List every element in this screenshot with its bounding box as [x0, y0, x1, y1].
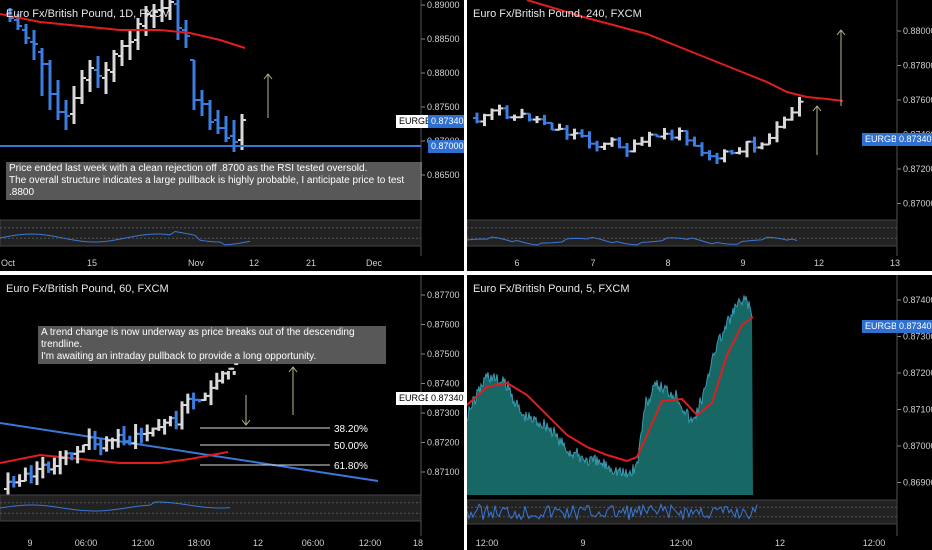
y-axis-tick-label: 0.87500	[427, 102, 460, 112]
y-axis-tick-label: 0.87400	[427, 379, 460, 389]
y-axis-tick-label: 0.88500	[427, 34, 460, 44]
note-line: The overall structure indicates a large …	[9, 175, 405, 198]
last-price-tag: 0.87340	[896, 133, 932, 146]
y-axis-tick-label: 0.87600	[427, 320, 460, 330]
x-axis-tick-label: Dec	[366, 258, 383, 268]
chart-canvas-1d[interactable]: 0.89000 0.88500 0.88000 0.87500 0.87000 0.865…	[0, 0, 464, 271]
x-axis-tick-label: 7	[590, 258, 595, 268]
level-price-tag: 0.87000	[428, 140, 464, 153]
x-axis-tick-label: 12:00	[359, 538, 382, 548]
y-axis-tick-label: 0.87200	[903, 368, 932, 378]
target-arrow-head	[263, 73, 273, 80]
x-axis-tick-label: 9	[740, 258, 745, 268]
x-axis-tick-label: 06:00	[302, 538, 325, 548]
y-axis-tick-label: 0.87200	[427, 438, 460, 448]
target-arrow-head	[812, 105, 822, 112]
price-area-fill	[467, 295, 753, 495]
rsi-line	[467, 236, 798, 246]
rsi-pane	[0, 494, 422, 522]
last-price-tag: 0.87340	[896, 320, 932, 333]
x-axis-tick-label: 12:00	[132, 538, 155, 548]
x-axis-tick-label: 12	[253, 538, 263, 548]
chart-title: Euro Fx/British Pound, 5, FXCM	[473, 283, 630, 295]
x-axis-tick-label: Oct	[1, 258, 16, 268]
x-axis-tick-label: 18:00	[188, 538, 211, 548]
x-axis-tick-label: 15	[87, 258, 97, 268]
rsi-line	[0, 501, 231, 512]
y-axis-tick-label: 0.88000	[903, 26, 932, 36]
y-axis-tick-label: 0.87300	[903, 332, 932, 342]
chart-canvas-60[interactable]: 0.87700 0.87600 0.87500 0.87400 0.87300 0.872…	[0, 275, 464, 550]
x-axis-tick-label: 21	[306, 258, 316, 268]
y-axis-tick-label: 0.89000	[427, 0, 460, 10]
x-axis-tick-label: 9	[580, 538, 585, 548]
price-line	[467, 295, 753, 478]
analysis-note: Price ended last week with a clean rejec…	[6, 162, 422, 200]
chart-panel-240[interactable]: 0.880000.878000.876000.874000.872000.870…	[467, 0, 932, 271]
moving-average-line	[0, 451, 229, 464]
last-price-tag: 0.87340	[428, 392, 464, 405]
rsi-pane	[0, 219, 422, 247]
x-axis-tick-label: 12:00	[863, 538, 886, 548]
chart-panel-60[interactable]: 0.87700 0.87600 0.87500 0.87400 0.87300 0.872…	[0, 275, 464, 550]
chart-panel-1d[interactable]: 0.89000 0.88500 0.88000 0.87500 0.87000 0.865…	[0, 0, 464, 271]
moving-average-line	[0, 13, 246, 49]
pullback-arrow-head	[241, 419, 251, 426]
x-axis-tick-label: 9	[27, 538, 32, 548]
target-arrow-head	[836, 29, 846, 36]
analysis-note: A trend change is now underway as price …	[38, 326, 386, 364]
note-line: A trend change is now underway as price …	[41, 327, 355, 350]
note-line: Price ended last week with a clean rejec…	[9, 163, 368, 174]
x-axis-tick-label: 12:00	[670, 538, 693, 548]
rsi-pane	[467, 499, 898, 525]
moving-average-line	[526, 0, 844, 102]
y-axis-tick-label: 0.86900	[903, 478, 932, 488]
rsi-pane	[467, 219, 898, 247]
chart-title: Euro Fx/British Pound, 240, FXCM	[473, 8, 642, 20]
y-axis-tick-label: 0.87400	[903, 295, 932, 305]
moving-average-line	[467, 316, 754, 463]
x-axis-tick-label: Nov	[188, 258, 205, 268]
x-axis-tick-label: 18	[413, 538, 423, 548]
y-axis-tick-label: 0.87000	[903, 199, 932, 209]
panel-divider-horizontal	[0, 271, 932, 275]
y-axis-tick-label: 0.86500	[427, 170, 460, 180]
target-arrow-head	[288, 366, 298, 373]
last-price-tag: 0.87340	[428, 115, 464, 128]
x-axis-tick-label: 6	[514, 258, 519, 268]
x-axis-tick-label: 13	[890, 258, 900, 268]
panel-divider-vertical	[464, 0, 467, 550]
x-axis-tick-label: 12	[775, 538, 785, 548]
y-axis-tick-label: 0.87300	[427, 408, 460, 418]
x-axis-tick-label: 12:00	[476, 538, 499, 548]
fib-level-label: 50.00%	[334, 441, 368, 452]
y-axis-tick-label: 0.87200	[903, 164, 932, 174]
y-axis-tick-label: 0.87600	[903, 95, 932, 105]
y-axis-tick-label: 0.87100	[427, 467, 460, 477]
x-axis-tick-label: 12	[249, 258, 259, 268]
rsi-line	[0, 230, 251, 246]
symbol-tag: EURGBP	[862, 320, 907, 333]
descending-trendline	[0, 422, 379, 482]
chart-canvas-240[interactable]: 0.880000.878000.876000.874000.872000.870…	[467, 0, 932, 271]
x-axis-tick-label: 12	[814, 258, 824, 268]
symbol-tag: EURGBP	[862, 133, 907, 146]
x-axis-tick-label: 06:00	[75, 538, 98, 548]
y-axis-tick-label: 0.87000	[903, 441, 932, 451]
fib-level-label: 38.20%	[334, 424, 368, 435]
fib-level-label: 61.80%	[334, 461, 368, 472]
y-axis-tick-label: 0.87100	[903, 405, 932, 415]
y-axis-tick-label: 0.87700	[427, 290, 460, 300]
y-axis-tick-label: 0.87500	[427, 349, 460, 359]
chart-panel-5[interactable]: 0.87400 0.87300 0.87200 0.87100 0.87000 0.869…	[467, 275, 932, 550]
x-axis-tick-label: 8	[665, 258, 670, 268]
y-axis-tick-label: 0.88000	[427, 68, 460, 78]
note-line: I'm awaiting an intraday pullback to pro…	[41, 351, 317, 362]
chart-canvas-5[interactable]: 0.87400 0.87300 0.87200 0.87100 0.87000 0.869…	[467, 275, 932, 550]
chart-title: Euro Fx/British Pound, 60, FXCM	[6, 283, 169, 295]
chart-title: Euro Fx/British Pound, 1D, FXCM	[6, 8, 171, 20]
oscillator-line	[467, 502, 758, 522]
